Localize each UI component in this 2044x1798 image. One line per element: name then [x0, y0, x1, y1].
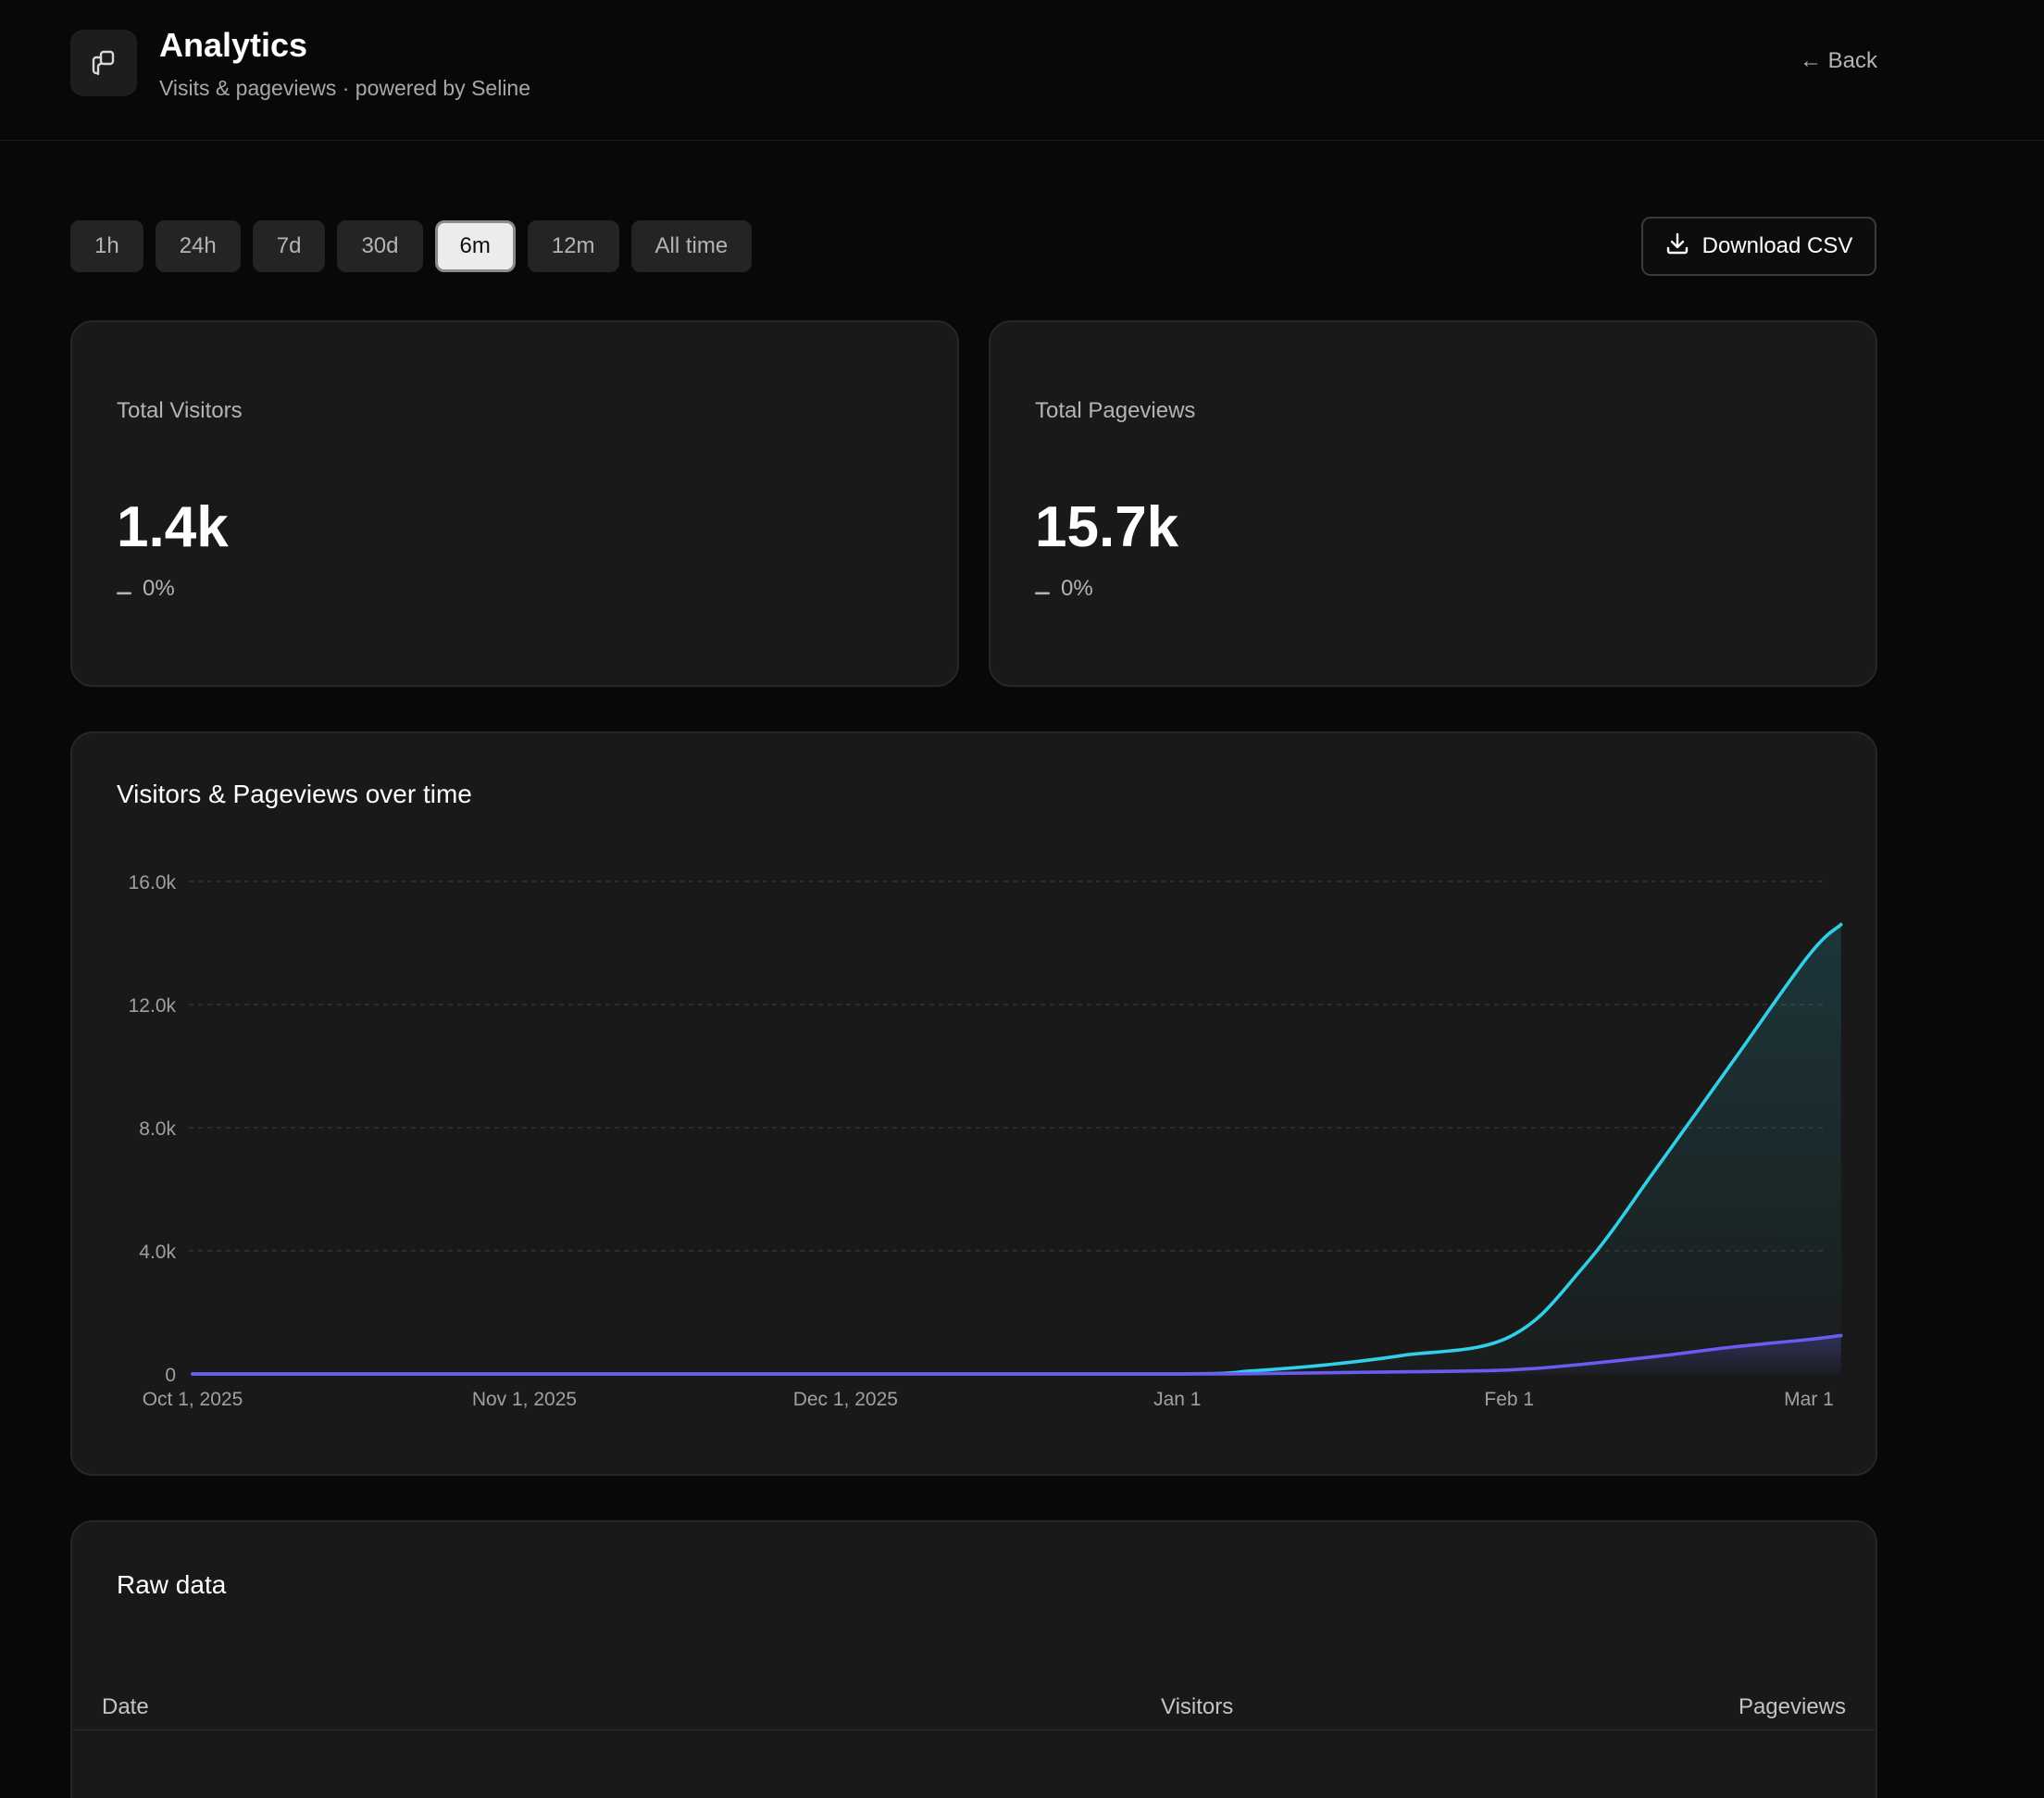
stat-delta-value: 0% [1061, 576, 1093, 601]
stat-delta: 0% [1035, 576, 1093, 602]
raw-data-title: Raw data [117, 1570, 227, 1599]
x-tick-label: Jan 1 [1153, 1389, 1201, 1410]
page-title: Analytics [159, 26, 308, 64]
stat-value: 15.7k [1035, 495, 1179, 559]
download-icon [1665, 231, 1689, 262]
visitors-pageviews-chart-card: Visitors & Pageviews over time 0 4.0k 8.0k… [70, 731, 1877, 1476]
range-button-24h[interactable]: 24h [155, 220, 241, 272]
y-tick-label: 16.0k [129, 872, 177, 893]
x-tick-label: Feb 1 [1484, 1389, 1534, 1410]
y-tick-label: 12.0k [129, 995, 177, 1017]
stat-label: Total Visitors [117, 398, 243, 423]
y-tick-label: 0 [165, 1365, 176, 1386]
visitors-line[interactable] [191, 1333, 1843, 1376]
pageviews-area [193, 924, 1841, 1374]
x-tick-label: Dec 1, 2025 [793, 1389, 898, 1410]
visitors-area [193, 1335, 1841, 1374]
table-header-divider [72, 1729, 1876, 1730]
y-tick-label: 4.0k [139, 1242, 176, 1263]
stat-delta: 0% [117, 576, 175, 602]
y-tick-label: 8.0k [139, 1118, 176, 1140]
stat-label: Total Pageviews [1035, 398, 1196, 423]
download-csv-label: Download CSV [1701, 233, 1853, 258]
range-button-all-time[interactable]: All time [630, 220, 753, 272]
total-visitors-card: Total Visitors 1.4k 0% [70, 320, 959, 687]
stat-value: 1.4k [117, 495, 229, 559]
x-tick-label: Mar 1 [1784, 1389, 1834, 1410]
dash-icon [1035, 576, 1050, 602]
dash-icon [117, 576, 131, 602]
back-link[interactable]: ← Back [1799, 48, 1877, 73]
x-tick-label: Nov 1, 2025 [472, 1389, 577, 1410]
range-button-1h[interactable]: 1h [70, 220, 143, 272]
range-button-6m[interactable]: 6m [434, 220, 516, 272]
chart-title: Visitors & Pageviews over time [117, 780, 472, 808]
copy-icon [70, 30, 137, 96]
stat-delta-value: 0% [143, 576, 175, 601]
column-header-visitors[interactable]: Visitors [1161, 1694, 1234, 1719]
page-subtitle: Visits & pageviews · powered by Seline [159, 76, 531, 100]
range-button-12m[interactable]: 12m [527, 220, 619, 272]
column-header-pageviews[interactable]: Pageviews [1738, 1694, 1846, 1719]
raw-data-card: Raw data Date Visitors Pageviews [70, 1520, 1877, 1798]
page-header: Analytics Visits & pageviews · powered b… [0, 0, 2044, 141]
time-range-selector: 1h 24h 7d 30d 6m 12m All time [70, 220, 753, 272]
range-button-30d[interactable]: 30d [337, 220, 423, 272]
x-tick-label: Oct 1, 2025 [143, 1389, 243, 1410]
column-header-date[interactable]: Date [102, 1694, 149, 1719]
range-button-7d[interactable]: 7d [252, 220, 326, 272]
total-pageviews-card: Total Pageviews 15.7k 0% [989, 320, 1877, 687]
download-csv-button[interactable]: Download CSV [1641, 217, 1876, 276]
line-chart: 0 4.0k 8.0k 12.0k 16.0k Oct 1, 2025 Nov 1, 202… [129, 872, 1843, 1410]
